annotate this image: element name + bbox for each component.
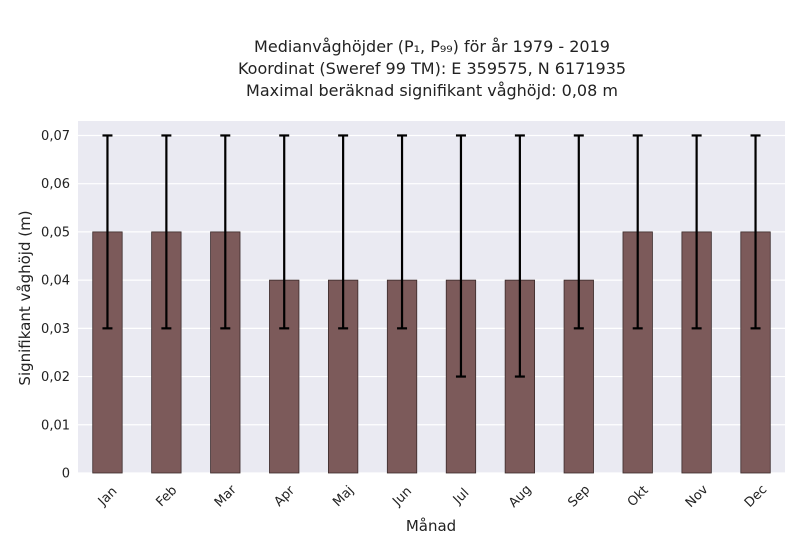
- y-tick-label: 0,07: [41, 129, 70, 144]
- y-tick-label: 0: [62, 467, 70, 482]
- bar: [269, 279, 300, 474]
- x-tick-label: Jul: [450, 486, 472, 508]
- chart-title: Medianvåghöjder (P₁, P₉₉) för år 1979 - …: [238, 37, 626, 100]
- y-tick-label: 0,03: [41, 322, 70, 337]
- y-axis-label: Signifikant våghöjd (m): [16, 210, 34, 385]
- x-tick-label: Nov: [683, 482, 712, 511]
- x-tick-label: Sep: [565, 483, 593, 511]
- x-tick-label: Jun: [389, 484, 415, 510]
- x-tick-label: Dec: [742, 482, 770, 510]
- x-tick-label: Apr: [271, 483, 298, 510]
- y-tick-label: 0,02: [41, 370, 70, 385]
- title-line-1: Medianvåghöjder (P₁, P₉₉) för år 1979 - …: [254, 37, 610, 56]
- error-bar: [691, 134, 702, 330]
- y-axis-ticks: 0 0,01 0,02 0,03 0,04 0,05 0,06 0,07: [41, 129, 70, 482]
- x-tick-label: Jan: [95, 484, 120, 509]
- error-bar: [514, 134, 525, 378]
- grid-lines: [78, 134, 785, 474]
- error-bar: [161, 134, 172, 330]
- error-bar: [455, 134, 466, 378]
- x-axis-label: Månad: [406, 517, 456, 535]
- error-bar: [220, 134, 231, 330]
- title-line-2: Koordinat (Sweref 99 TM): E 359575, N 61…: [238, 59, 626, 78]
- error-bar: [102, 134, 113, 330]
- x-tick-label: Mar: [212, 482, 240, 510]
- error-bars: [102, 134, 761, 378]
- error-bar: [279, 134, 290, 330]
- x-tick-label: Aug: [506, 482, 535, 511]
- plot-area: [78, 121, 785, 473]
- error-bar: [632, 134, 643, 330]
- title-line-3: Maximal beräknad signifikant våghöjd: 0,…: [246, 81, 618, 100]
- x-tick-label: Maj: [330, 483, 357, 510]
- error-bar: [397, 134, 408, 330]
- x-tick-label: Feb: [153, 483, 180, 510]
- error-bar: [338, 134, 349, 330]
- y-tick-label: 0,05: [41, 225, 70, 240]
- y-tick-label: 0,01: [41, 418, 70, 433]
- error-bar: [750, 134, 761, 330]
- error-bar: [573, 134, 584, 330]
- y-tick-label: 0,04: [41, 274, 70, 289]
- x-axis-ticks: Jan Feb Mar Apr Maj Jun Jul Aug Sep Okt Nov Dec: [95, 482, 770, 511]
- x-tick-label: Okt: [625, 483, 652, 510]
- y-tick-label: 0,06: [41, 177, 70, 192]
